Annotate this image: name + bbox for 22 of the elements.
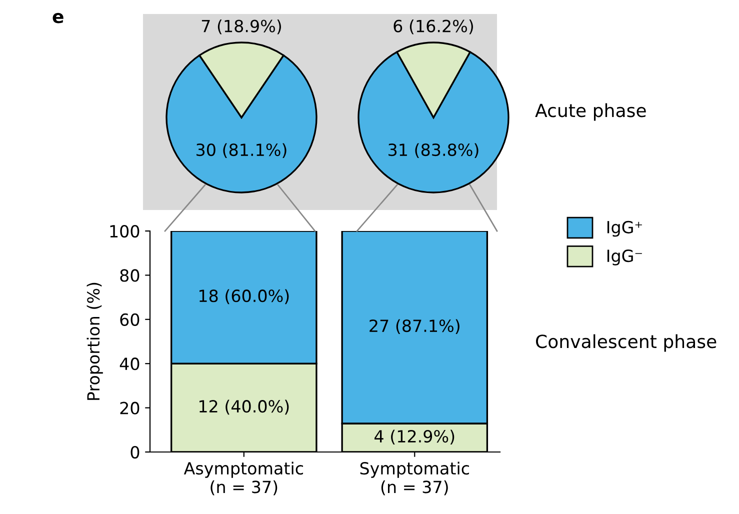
y-tick-label: 60 (120, 313, 140, 326)
text: e (52, 12, 64, 24)
y-tick-label: 40 (120, 358, 140, 370)
text: Convalescent phase (536, 334, 716, 352)
data-label: 30 (81.1%) (196, 143, 286, 158)
data-label: 4 (12.9%) (374, 430, 454, 445)
y-tick-label: 0 (130, 446, 140, 459)
data-label: 6 (16.2%) (394, 19, 473, 34)
y-tick-label: 100 (110, 224, 140, 238)
data-label: 31 (83.8%) (388, 143, 478, 158)
text: Acute phase (535, 103, 646, 121)
x-tick-label: Asymptomatic (n = 37) (184, 462, 304, 496)
data-label: 7 (18.9%) (202, 19, 281, 34)
legend-label: IgG⁺ (607, 220, 642, 237)
y-tick-label: 80 (120, 269, 140, 282)
data-label: 12 (40.0%) (200, 400, 289, 415)
data-label: 18 (60.0%) (200, 289, 289, 304)
y-axis-title: Proportion (%) (86, 282, 103, 400)
legend-label: IgG⁻ (607, 250, 642, 266)
data-label: 27 (87.1%) (370, 319, 460, 334)
y-tick-label: 20 (120, 402, 140, 414)
x-tick-label: Symptomatic (n = 37) (360, 462, 469, 496)
